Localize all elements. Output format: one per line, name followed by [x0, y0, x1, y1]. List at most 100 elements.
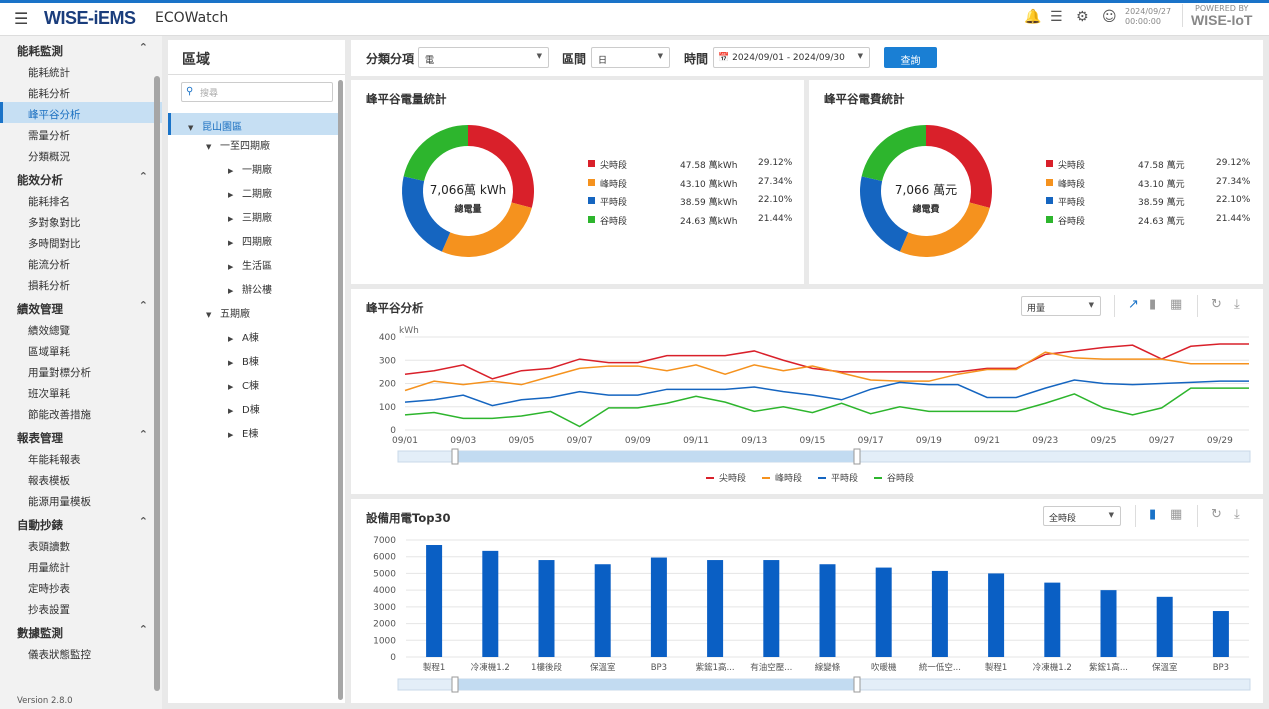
range-slider-handle-left[interactable]: [451, 448, 459, 465]
sidebar-item[interactable]: 績效總覽: [28, 325, 70, 337]
sidebar-item[interactable]: 需量分析: [28, 130, 70, 142]
sliders-icon[interactable]: ☰: [1050, 9, 1063, 25]
legend-label[interactable]: 谷時段: [887, 472, 914, 484]
donut-slice-2[interactable]: [860, 176, 909, 252]
tree-node[interactable]: ▶ A棟: [228, 329, 259, 351]
tree-node[interactable]: ▶ 生活區: [228, 257, 272, 279]
caret-right-icon[interactable]: ▶: [228, 167, 234, 175]
caret-right-icon[interactable]: ▶: [228, 383, 234, 391]
legend-label[interactable]: 尖時段: [719, 472, 746, 484]
bar[interactable]: [1156, 596, 1173, 657]
sidebar-item[interactable]: 用量統計: [28, 562, 70, 574]
bar[interactable]: [650, 557, 667, 657]
donut-slice-2[interactable]: [402, 176, 451, 252]
legend-label[interactable]: 峰時段: [775, 472, 802, 484]
category-select[interactable]: 電 ▼: [418, 47, 549, 68]
tree-node[interactable]: ▼ 一至四期廠: [206, 137, 270, 159]
tree-node[interactable]: ▶ E棟: [228, 425, 258, 447]
chevron-up-icon[interactable]: ⌃: [138, 428, 148, 441]
sidebar-item[interactable]: 抄表設置: [28, 604, 70, 616]
donut-slice-3[interactable]: [403, 125, 468, 182]
sidebar-item[interactable]: 儀表狀態監控: [28, 649, 91, 661]
series-line-1[interactable]: [404, 351, 1249, 392]
caret-right-icon[interactable]: ▶: [228, 431, 234, 439]
caret-right-icon[interactable]: ▶: [228, 335, 234, 343]
legend-label[interactable]: 平時段: [831, 472, 858, 484]
sidebar-item[interactable]: 年能耗報表: [28, 454, 81, 466]
range-slider-handle-left[interactable]: [451, 676, 459, 693]
tree-root[interactable]: ▼ 昆山園區: [168, 113, 341, 135]
refresh-icon[interactable]: ↻: [1211, 297, 1222, 312]
gear-icon[interactable]: ⚙: [1076, 9, 1089, 25]
bar[interactable]: [819, 564, 836, 657]
sidebar-item[interactable]: 分類概況: [28, 151, 70, 163]
bar[interactable]: [594, 564, 611, 657]
sidebar-item[interactable]: 用量對標分析: [28, 367, 91, 379]
tree-node[interactable]: ▶ 辦公樓: [228, 281, 272, 303]
sidebar-group[interactable]: 數據監測 ⌃: [0, 618, 162, 642]
region-scrollbar[interactable]: [338, 80, 343, 700]
chevron-up-icon[interactable]: ⌃: [138, 170, 148, 183]
sidebar-item[interactable]: 能耗分析: [28, 88, 70, 100]
caret-right-icon[interactable]: ▶: [228, 287, 234, 295]
table-icon[interactable]: ▦: [1170, 297, 1183, 312]
donut-slice-1[interactable]: [899, 202, 990, 258]
donut-slice-3[interactable]: [861, 125, 926, 182]
tree-node[interactable]: ▶ D棟: [228, 401, 260, 423]
sidebar-item[interactable]: 多對象對比: [28, 217, 81, 229]
sidebar-item[interactable]: 表頭讀數: [28, 541, 70, 553]
sidebar-item[interactable]: 損耗分析: [28, 280, 70, 292]
bar-chart-icon[interactable]: ▮: [1149, 297, 1157, 312]
sidebar-group[interactable]: 報表管理 ⌃: [0, 423, 162, 447]
sidebar-item[interactable]: 能耗排名: [28, 196, 70, 208]
sidebar-item[interactable]: 多時間對比: [28, 238, 81, 250]
bar[interactable]: [482, 550, 499, 657]
caret-right-icon[interactable]: ▶: [228, 191, 234, 199]
line-chart-icon[interactable]: ↗: [1128, 297, 1139, 312]
user-icon[interactable]: ☺: [1102, 9, 1117, 25]
bar[interactable]: [988, 573, 1005, 657]
period-select[interactable]: 全時段 ▼: [1043, 506, 1121, 526]
sidebar-item[interactable]: 定時抄表: [28, 583, 70, 595]
chevron-up-icon[interactable]: ⌃: [138, 515, 148, 528]
date-range-picker[interactable]: 📅 2024/09/01 - 2024/09/30 ▼: [713, 47, 870, 68]
bar-chart-icon[interactable]: ▮: [1149, 507, 1157, 522]
chevron-up-icon[interactable]: ⌃: [138, 299, 148, 312]
bar[interactable]: [875, 567, 892, 657]
bell-icon[interactable]: 🔔: [1024, 9, 1042, 25]
range-slider-window[interactable]: [455, 679, 857, 690]
chevron-up-icon[interactable]: ⌃: [138, 623, 148, 636]
sidebar-group[interactable]: 能效分析 ⌃: [0, 165, 162, 189]
sidebar-item[interactable]: 報表模板: [28, 475, 70, 487]
download-icon[interactable]: ⤓: [1234, 297, 1240, 312]
tree-node[interactable]: ▶ C棟: [228, 377, 259, 399]
tree-node[interactable]: ▶ 四期廠: [228, 233, 272, 255]
sidebar-item[interactable]: 能耗統計: [28, 67, 70, 79]
donut-slice-0[interactable]: [926, 125, 992, 208]
metric-select[interactable]: 用量 ▼: [1021, 296, 1101, 316]
caret-down-icon[interactable]: ▼: [206, 143, 212, 151]
bar[interactable]: [426, 545, 443, 657]
sidebar-item[interactable]: 班次單耗: [28, 388, 70, 400]
sidebar-item[interactable]: 區域單耗: [28, 346, 70, 358]
sidebar-item[interactable]: 節能改善措施: [28, 409, 91, 421]
sidebar-item[interactable]: 能流分析: [28, 259, 70, 271]
donut-slice-1[interactable]: [441, 202, 532, 258]
bar[interactable]: [1212, 611, 1229, 657]
series-line-3[interactable]: [404, 387, 1249, 428]
series-line-0[interactable]: [404, 343, 1249, 380]
bar[interactable]: [931, 570, 948, 657]
caret-right-icon[interactable]: ▶: [228, 407, 234, 415]
hamburger-icon[interactable]: ☰: [14, 9, 29, 28]
tree-node[interactable]: ▶ 三期廠: [228, 209, 272, 231]
tree-node[interactable]: ▼ 五期廠: [206, 305, 250, 327]
sidebar-group[interactable]: 績效管理 ⌃: [0, 294, 162, 318]
range-slider-handle-right[interactable]: [853, 448, 861, 465]
caret-right-icon[interactable]: ▶: [228, 359, 234, 367]
bar[interactable]: [1044, 582, 1061, 657]
tree-node[interactable]: ▶ 二期廠: [228, 185, 272, 207]
tree-node[interactable]: ▶ 一期廠: [228, 161, 272, 183]
sidebar-item[interactable]: 峰平谷分析: [0, 102, 162, 123]
caret-right-icon[interactable]: ▶: [228, 263, 234, 271]
region-search-input[interactable]: ⚲ 搜尋: [181, 82, 333, 102]
